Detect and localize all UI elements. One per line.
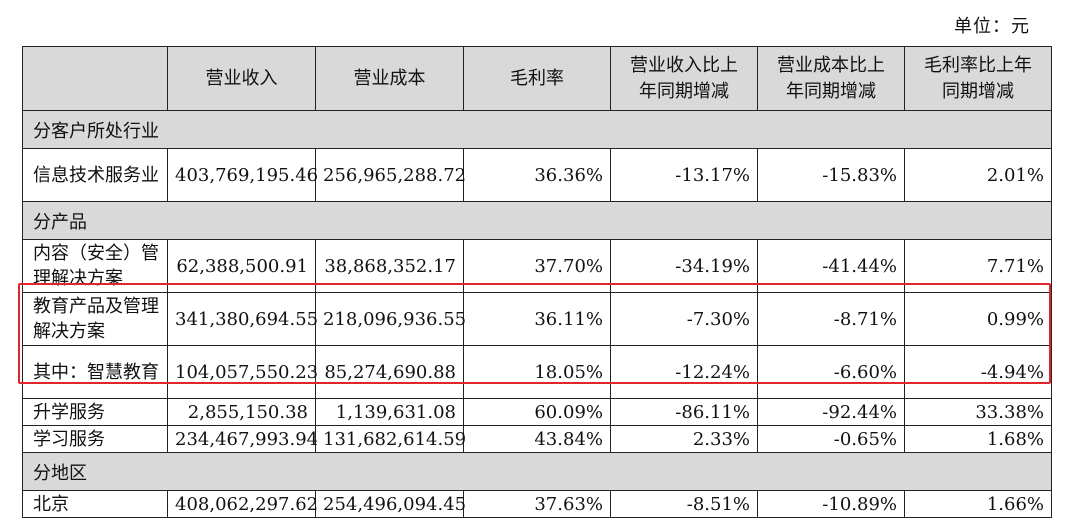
cell-cost-change: -6.60% bbox=[757, 345, 905, 399]
table-row: 升学服务 2,855,150.38 1,139,631.08 60.09% -8… bbox=[22, 398, 1052, 426]
table-row: 内容（安全）管理解决方案 62,388,500.91 38,868,352.17… bbox=[22, 239, 1052, 293]
cell-revenue: 341,380,694.55 bbox=[167, 292, 318, 346]
cell-revenue: 104,057,550.23 bbox=[167, 345, 318, 399]
header-revenue-change: 营业收入比上年同期增减 bbox=[610, 46, 758, 111]
section-row-product: 分产品 bbox=[22, 201, 1052, 240]
cell-margin-change: 0.99% bbox=[904, 292, 1052, 346]
section-title: 分客户所处行业 bbox=[22, 110, 1052, 149]
cell-cost-change: -92.44% bbox=[757, 398, 905, 426]
cell-margin-change: 7.71% bbox=[904, 239, 1052, 293]
cell-margin: 43.84% bbox=[463, 425, 611, 453]
cell-cost-change: -15.83% bbox=[757, 148, 905, 202]
cell-revenue: 62,388,500.91 bbox=[167, 239, 316, 293]
header-corner bbox=[22, 46, 168, 111]
cell-cost: 256,965,288.72 bbox=[315, 148, 466, 202]
cell-revenue: 403,769,195.46 bbox=[167, 148, 318, 202]
cell-cost: 218,096,936.55 bbox=[315, 292, 466, 346]
section-row-region: 分地区 bbox=[22, 452, 1052, 491]
cell-margin-change: -4.94% bbox=[904, 345, 1052, 399]
table-row: 学习服务 234,467,993.94 131,682,614.59 43.84… bbox=[22, 425, 1052, 453]
section-title: 分地区 bbox=[22, 452, 1052, 491]
cell-revenue-change: -12.24% bbox=[610, 345, 758, 399]
cell-margin-change: 1.66% bbox=[904, 490, 1052, 518]
section-row-industry: 分客户所处行业 bbox=[22, 110, 1052, 149]
row-name: 内容（安全）管理解决方案 bbox=[22, 239, 168, 293]
cell-margin-change: 33.38% bbox=[904, 398, 1052, 426]
header-margin-change: 毛利率比上年同期增减 bbox=[904, 46, 1052, 111]
cell-cost: 38,868,352.17 bbox=[315, 239, 464, 293]
cell-revenue-change: -34.19% bbox=[610, 239, 758, 293]
cell-cost: 1,139,631.08 bbox=[315, 398, 464, 426]
header-row: 营业收入 营业成本 毛利率 营业收入比上年同期增减 营业成本比上年同期增减 毛利… bbox=[22, 46, 1052, 111]
cell-margin: 18.05% bbox=[463, 345, 611, 399]
cell-revenue-change: -8.51% bbox=[610, 490, 758, 518]
cell-revenue-change: -7.30% bbox=[610, 292, 758, 346]
table-row: 信息技术服务业 403,769,195.46 256,965,288.72 36… bbox=[22, 148, 1052, 202]
cell-cost-change: -8.71% bbox=[757, 292, 905, 346]
row-name: 升学服务 bbox=[22, 398, 168, 426]
table-row: 北京 408,062,297.62 254,496,094.45 37.63% … bbox=[22, 490, 1052, 518]
header-cost: 营业成本 bbox=[315, 46, 464, 111]
cell-margin-change: 2.01% bbox=[904, 148, 1052, 202]
section-title: 分产品 bbox=[22, 201, 1052, 240]
cell-revenue: 2,855,150.38 bbox=[167, 398, 316, 426]
cell-margin: 36.11% bbox=[463, 292, 611, 346]
cell-margin-change: 1.68% bbox=[904, 425, 1052, 453]
cell-revenue-change: 2.33% bbox=[610, 425, 758, 453]
cell-cost-change: -41.44% bbox=[757, 239, 905, 293]
cell-cost-change: -0.65% bbox=[757, 425, 905, 453]
table-row: 教育产品及管理解决方案 341,380,694.55 218,096,936.5… bbox=[22, 292, 1052, 346]
table-row: 其中：智慧教育 104,057,550.23 85,274,690.88 18.… bbox=[22, 345, 1052, 399]
cell-revenue: 408,062,297.62 bbox=[167, 490, 318, 518]
unit-label: 单位：元 bbox=[954, 16, 1030, 37]
row-name: 北京 bbox=[22, 490, 168, 518]
cell-margin: 60.09% bbox=[463, 398, 611, 426]
cell-revenue-change: -13.17% bbox=[610, 148, 758, 202]
financial-table: 营业收入 营业成本 毛利率 营业收入比上年同期增减 营业成本比上年同期增减 毛利… bbox=[22, 46, 1052, 518]
row-name: 学习服务 bbox=[22, 425, 168, 453]
row-name: 信息技术服务业 bbox=[22, 148, 168, 202]
cell-revenue-change: -86.11% bbox=[610, 398, 758, 426]
cell-cost-change: -10.89% bbox=[757, 490, 905, 518]
cell-cost: 254,496,094.45 bbox=[315, 490, 466, 518]
row-name: 教育产品及管理解决方案 bbox=[22, 292, 168, 346]
header-cost-change: 营业成本比上年同期增减 bbox=[757, 46, 905, 111]
header-revenue: 营业收入 bbox=[167, 46, 316, 111]
cell-revenue: 234,467,993.94 bbox=[167, 425, 318, 453]
row-name: 其中：智慧教育 bbox=[22, 345, 168, 399]
cell-margin: 37.70% bbox=[463, 239, 611, 293]
header-margin: 毛利率 bbox=[463, 46, 611, 111]
cell-margin: 36.36% bbox=[463, 148, 611, 202]
cell-cost: 85,274,690.88 bbox=[315, 345, 464, 399]
cell-cost: 131,682,614.59 bbox=[315, 425, 466, 453]
cell-margin: 37.63% bbox=[463, 490, 611, 518]
